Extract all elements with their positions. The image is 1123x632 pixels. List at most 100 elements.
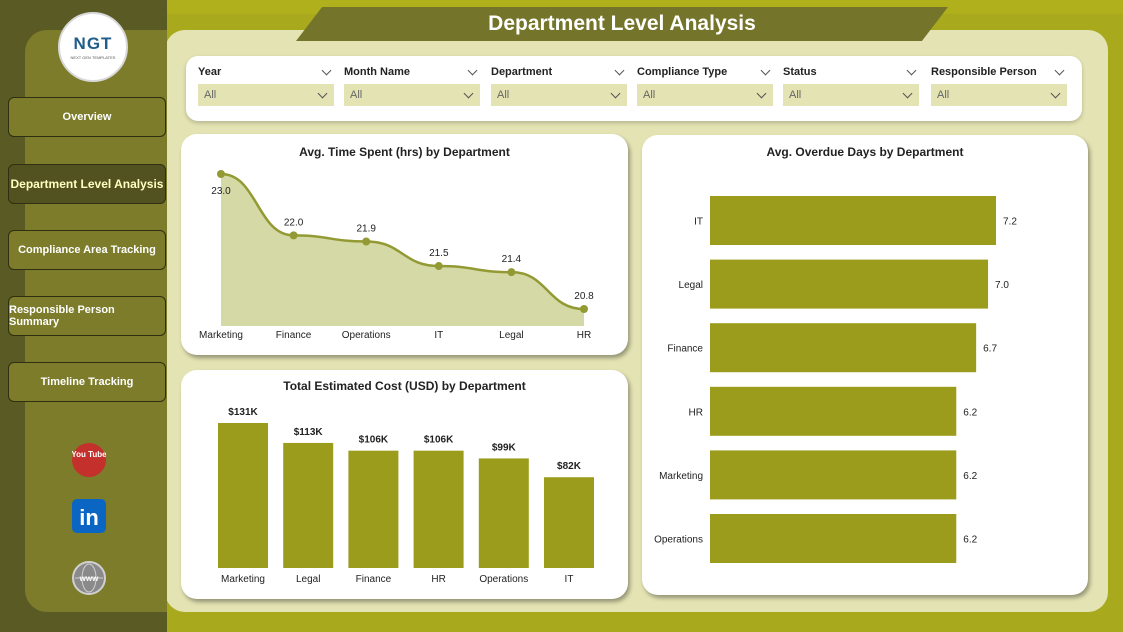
data-label: $82K xyxy=(557,461,582,472)
data-label: 7.0 xyxy=(995,280,1009,291)
area-fill xyxy=(221,174,584,326)
x-tick-label: Operations xyxy=(479,574,528,585)
logo-mark: NGT xyxy=(73,34,113,53)
nav-label: Compliance Area Tracking xyxy=(18,244,156,256)
nav-label: Responsible Person Summary xyxy=(9,304,115,328)
filter-select[interactable]: All xyxy=(344,84,480,106)
y-tick-label: Legal xyxy=(679,280,703,291)
filter-status: Status All xyxy=(783,64,919,106)
x-tick-label: Marketing xyxy=(199,330,243,341)
filter-label: Month Name xyxy=(344,66,410,78)
linkedin-text: in xyxy=(79,505,99,530)
data-point xyxy=(507,268,516,277)
chart-title: Avg. Time Spent (hrs) by Department xyxy=(299,145,510,159)
filter-label: Status xyxy=(783,66,817,78)
filter-select[interactable]: All xyxy=(931,84,1067,106)
bar xyxy=(218,423,268,568)
overdue-bar-chart: 7.2 IT 7.0 Legal 6.7 Finance 6.2 HR 6.2 Marketing… xyxy=(654,196,1017,563)
time-spent-chart-card: Avg. Time Spent (hrs) by Department 23.0… xyxy=(181,134,628,355)
x-tick-label: Marketing xyxy=(221,574,265,585)
filter-value: All xyxy=(350,89,363,101)
data-label: $113K xyxy=(294,427,324,438)
filter-select[interactable]: All xyxy=(637,84,773,106)
cost-chart-card: Total Estimated Cost (USD) by Department… xyxy=(181,370,628,599)
time-spent-area-chart: 23.0 Marketing 22.0 Finance 21.9 Operations 21… xyxy=(199,170,594,341)
data-label: 23.0 xyxy=(211,186,231,197)
nav-label: Department Level Analysis xyxy=(10,177,164,191)
overdue-chart-card: Avg. Overdue Days by Department 7.2 IT 7.0… xyxy=(642,135,1088,595)
data-label: 6.2 xyxy=(963,471,977,482)
bar xyxy=(710,323,977,373)
bar xyxy=(710,386,957,436)
filter-department: Department All xyxy=(491,64,627,106)
data-label: 6.2 xyxy=(963,535,977,546)
nav-timeline-tracking[interactable]: Timeline Tracking xyxy=(8,362,166,402)
linkedin-icon[interactable]: in xyxy=(72,499,106,533)
data-point xyxy=(362,237,371,246)
youtube-icon[interactable]: You Tube xyxy=(72,443,106,477)
y-tick-label: Operations xyxy=(654,535,703,546)
x-tick-label: HR xyxy=(577,330,591,341)
chevron-down-icon xyxy=(610,88,621,98)
data-label: $106K xyxy=(359,435,389,446)
data-label: 6.7 xyxy=(983,344,997,355)
y-tick-label: Finance xyxy=(667,344,703,355)
chevron-down-icon[interactable] xyxy=(321,65,332,75)
bar xyxy=(348,450,399,568)
nav-responsible-person-summary[interactable]: Responsible Person Summary xyxy=(8,296,166,336)
data-label: 20.8 xyxy=(574,291,594,302)
bar xyxy=(544,477,594,568)
filter-responsible-person: Responsible Person All xyxy=(931,64,1067,106)
chevron-down-icon[interactable] xyxy=(614,65,625,75)
filter-value: All xyxy=(937,89,950,101)
chart-title: Total Estimated Cost (USD) by Department xyxy=(283,379,526,393)
title-banner: Department Level Analysis xyxy=(296,7,948,41)
filter-value: All xyxy=(789,89,802,101)
chevron-down-icon xyxy=(317,88,328,98)
y-tick-label: HR xyxy=(689,407,703,418)
filter-value: All xyxy=(497,89,510,101)
bar xyxy=(710,514,957,563)
filter-select[interactable]: All xyxy=(783,84,919,106)
x-tick-label: Finance xyxy=(356,574,392,585)
bar xyxy=(710,259,989,309)
bar xyxy=(413,450,464,568)
nav-compliance-area-tracking[interactable]: Compliance Area Tracking xyxy=(8,230,166,270)
chevron-down-icon xyxy=(756,88,767,98)
y-tick-label: IT xyxy=(694,217,703,228)
chevron-down-icon[interactable] xyxy=(467,65,478,75)
x-tick-label: IT xyxy=(565,574,574,585)
x-tick-label: Operations xyxy=(342,330,391,341)
chevron-down-icon[interactable] xyxy=(760,65,771,75)
filter-month-name: Month Name All xyxy=(344,64,480,106)
bar xyxy=(710,450,957,500)
filter-select[interactable]: All xyxy=(491,84,627,106)
filter-label: Department xyxy=(491,66,553,78)
data-label: 6.2 xyxy=(963,407,977,418)
cost-bar-chart: $131K Marketing $113K Legal $106K Finance $106… xyxy=(218,407,594,585)
chevron-down-icon xyxy=(463,88,474,98)
filter-compliance-type: Compliance Type All xyxy=(637,64,773,106)
filter-label: Year xyxy=(198,66,222,78)
chevron-down-icon[interactable] xyxy=(1054,65,1065,75)
data-label: 22.0 xyxy=(284,217,304,228)
nav-overview[interactable]: Overview xyxy=(8,97,166,137)
data-label: 7.2 xyxy=(1003,217,1017,228)
x-tick-label: HR xyxy=(431,574,445,585)
chevron-down-icon xyxy=(1050,88,1061,98)
chevron-down-icon xyxy=(902,88,913,98)
filter-value: All xyxy=(643,89,656,101)
filter-select[interactable]: All xyxy=(198,84,334,106)
data-label: $131K xyxy=(228,407,258,418)
nav-department-level-analysis[interactable]: Department Level Analysis xyxy=(8,164,166,204)
website-icon[interactable]: www xyxy=(72,561,106,595)
series-line xyxy=(220,172,585,311)
x-tick-label: Legal xyxy=(296,574,320,585)
chart-title: Avg. Overdue Days by Department xyxy=(766,145,964,159)
filter-bar: Year All Month Name All Department All C… xyxy=(186,56,1082,121)
page-title: Department Level Analysis xyxy=(488,12,756,35)
data-point xyxy=(434,262,443,271)
x-tick-label: Legal xyxy=(499,330,523,341)
data-point xyxy=(580,305,588,313)
chevron-down-icon[interactable] xyxy=(906,65,917,75)
